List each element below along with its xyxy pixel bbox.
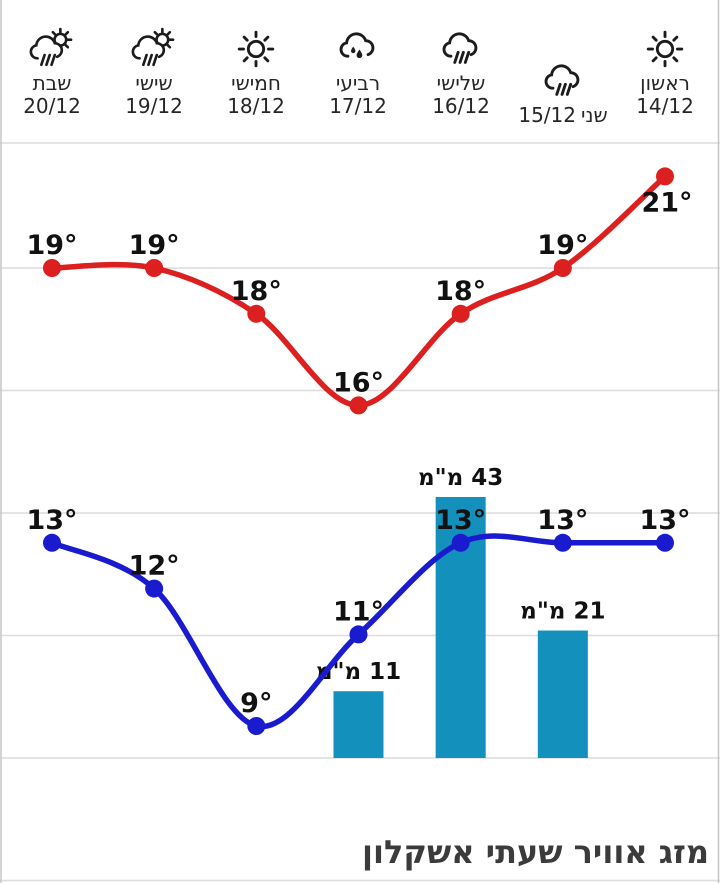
rain-cloud-icon xyxy=(438,26,484,72)
low-temp-c-point xyxy=(451,533,470,552)
low-temp-c-label: 13° xyxy=(26,505,77,536)
low-temp-c-label: 13° xyxy=(639,505,690,536)
sun-icon xyxy=(642,26,688,72)
day-name-date: שני 15/12 xyxy=(518,104,607,127)
low-temp-c-label: 11° xyxy=(333,596,384,627)
day-column-friday[interactable]: שישי 19/12 xyxy=(103,26,205,118)
day-name: שני xyxy=(581,103,608,127)
high-temp-c-label: 18° xyxy=(231,276,282,307)
high-temp-c-point xyxy=(656,167,674,186)
high-temp-c-label: 18° xyxy=(435,276,486,307)
day-column-saturday[interactable]: שבת 20/12 xyxy=(1,26,103,118)
sun-icon xyxy=(233,26,279,72)
high-temp-c-point xyxy=(145,259,164,277)
precipitation-bar xyxy=(333,691,384,758)
day-name: רביעי xyxy=(335,71,381,95)
day-date: 15/12 xyxy=(518,103,576,127)
day-column-monday[interactable]: שני 15/12 xyxy=(512,58,614,127)
day-column-sunday[interactable]: ראשון 14/12 xyxy=(614,26,716,118)
day-date: 19/12 xyxy=(125,94,183,118)
low-temp-c-label: 13° xyxy=(435,505,486,536)
day-name: שלישי xyxy=(436,71,486,95)
high-temp-c-label: 19° xyxy=(537,230,588,261)
rain-cloud-icon xyxy=(540,58,586,104)
low-temp-c-point xyxy=(553,533,572,552)
page-title: מזג אוויר שעתי אשקלון xyxy=(362,833,709,871)
low-temp-c-label: 13° xyxy=(537,505,588,536)
day-date: 18/12 xyxy=(227,94,285,118)
low-temp-c-point xyxy=(349,625,368,644)
precipitation-bar-label: 43 מ"מ xyxy=(418,465,503,491)
precipitation-bar-label: 21 מ"מ xyxy=(520,599,605,625)
low-temp-c-point xyxy=(656,533,674,552)
low-temp-c-label: 12° xyxy=(129,551,180,582)
day-date: 20/12 xyxy=(23,94,81,118)
high-temp-c-point xyxy=(451,304,470,323)
high-temp-c-point xyxy=(247,304,266,323)
high-temp-c-point xyxy=(42,259,61,277)
low-temp-c-point xyxy=(247,717,266,735)
low-temp-c-point xyxy=(42,533,61,552)
day-date: 17/12 xyxy=(329,94,387,118)
day-date: 16/12 xyxy=(432,94,490,118)
sun-rain-cloud-icon xyxy=(26,26,78,72)
rain-drops-cloud-icon xyxy=(335,26,381,72)
sun-rain-cloud-icon xyxy=(128,26,180,72)
day-name: ראשון xyxy=(640,71,690,95)
day-name: חמישי xyxy=(231,71,281,95)
high-temp-c-label: 19° xyxy=(26,230,77,261)
high-temp-c-label: 16° xyxy=(333,367,384,398)
day-name: שישי xyxy=(135,71,173,95)
low-temp-c-point xyxy=(145,579,164,598)
day-date: 14/12 xyxy=(636,94,694,118)
low-temp-c-label: 9° xyxy=(240,688,272,719)
high-temp-c-point xyxy=(349,396,368,415)
high-temp-c-point xyxy=(553,259,572,277)
day-column-wednesday[interactable]: רביעי 17/12 xyxy=(307,26,409,118)
high-temp-c-label: 21° xyxy=(641,187,692,218)
day-column-tuesday[interactable]: שלישי 16/12 xyxy=(410,26,512,118)
day-column-thursday[interactable]: חמישי 18/12 xyxy=(205,26,307,118)
precipitation-bar xyxy=(537,630,588,758)
day-name: שבת xyxy=(32,71,72,95)
high-temp-c-label: 19° xyxy=(129,230,180,261)
